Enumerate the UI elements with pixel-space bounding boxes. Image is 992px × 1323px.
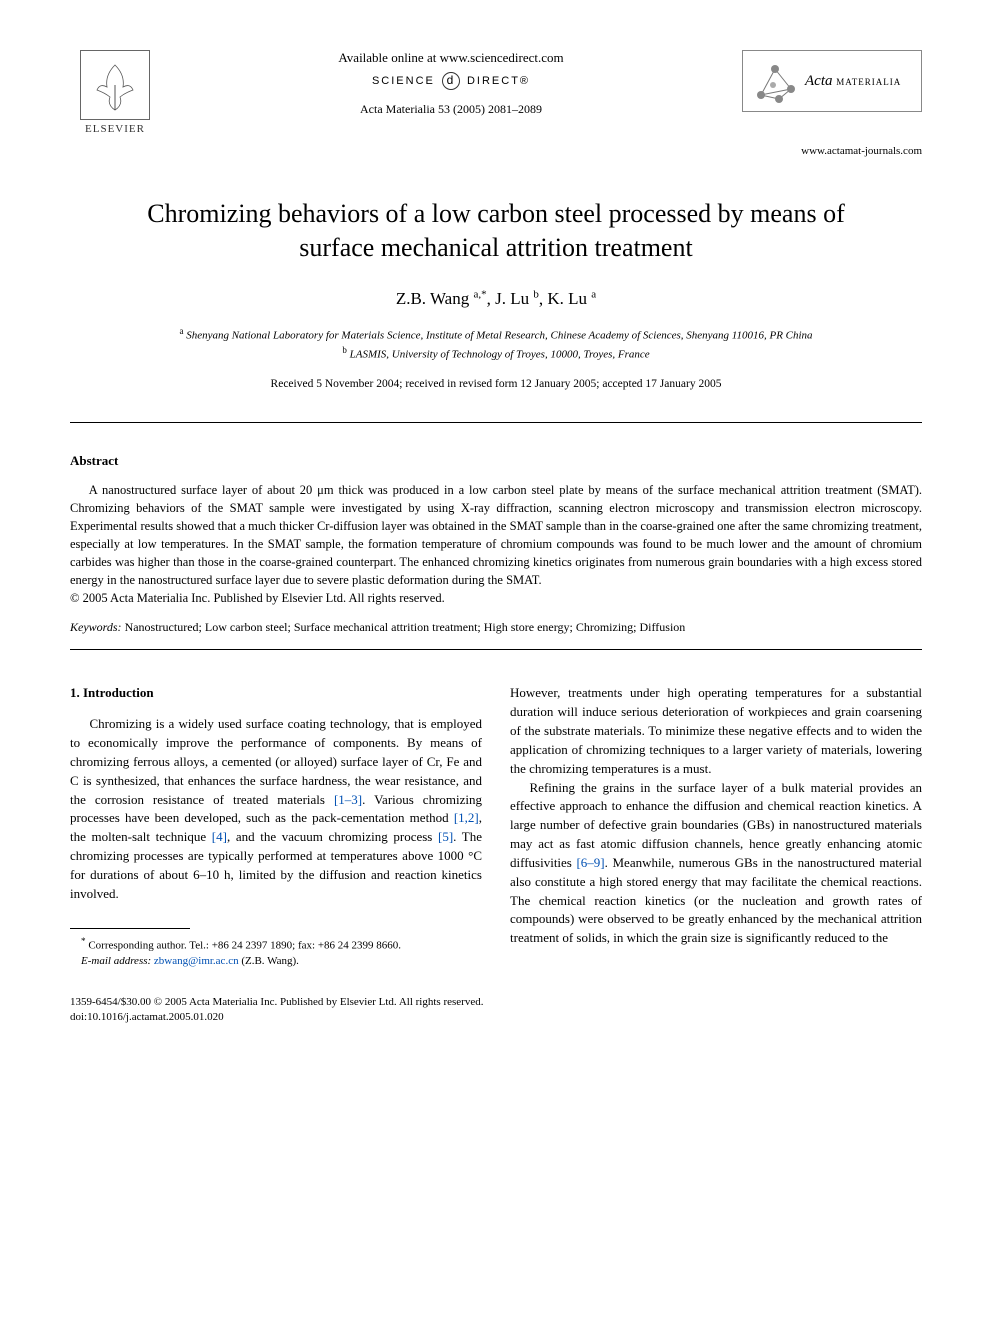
- publisher-name: ELSEVIER: [85, 123, 145, 135]
- ref-link-1-3[interactable]: [1–3]: [334, 792, 362, 807]
- author-3: K. Lu a: [547, 289, 596, 308]
- ref-link-4[interactable]: [4]: [212, 829, 227, 844]
- body-columns: 1. Introduction Chromizing is a widely u…: [70, 684, 922, 969]
- abstract-copyright: © 2005 Acta Materialia Inc. Published by…: [70, 591, 922, 606]
- author-1: Z.B. Wang a,*: [396, 289, 487, 308]
- article-dates: Received 5 November 2004; received in re…: [70, 378, 922, 390]
- left-column: 1. Introduction Chromizing is a widely u…: [70, 684, 482, 969]
- acta-italic: Acta: [805, 73, 833, 89]
- available-online-text: Available online at www.sciencedirect.co…: [180, 50, 722, 66]
- intro-paragraph-2: Refining the grains in the surface layer…: [510, 779, 922, 949]
- abstract-section: Abstract A nanostructured surface layer …: [70, 453, 922, 607]
- ref-link-6-9[interactable]: [6–9]: [576, 855, 604, 870]
- issn-copyright-line: 1359-6454/$30.00 © 2005 Acta Materialia …: [70, 995, 922, 1010]
- acta-caps: MATERIALIA: [836, 77, 901, 87]
- intro-paragraph-1: Chromizing is a widely used surface coat…: [70, 715, 482, 903]
- science-direct-right: DIRECT®: [467, 75, 530, 87]
- article-title: Chromizing behaviors of a low carbon ste…: [70, 197, 922, 265]
- footnote-separator: [70, 928, 190, 929]
- science-direct-at-icon: d: [442, 72, 460, 90]
- center-header: Available online at www.sciencedirect.co…: [160, 50, 742, 117]
- ref-link-5[interactable]: [5]: [438, 829, 453, 844]
- affiliations: a Shenyang National Laboratory for Mater…: [70, 325, 922, 363]
- affiliation-b: b LASMIS, University of Technology of Tr…: [70, 344, 922, 363]
- rule-bottom: [70, 649, 922, 650]
- email-link[interactable]: zbwang@imr.ac.cn: [154, 955, 239, 967]
- keywords-text: Nanostructured; Low carbon steel; Surfac…: [125, 620, 686, 634]
- science-direct-left: SCIENCE: [372, 75, 435, 87]
- acta-title: Acta MATERIALIA: [805, 73, 901, 90]
- right-column: However, treatments under high operating…: [510, 684, 922, 969]
- science-direct-logo: SCIENCE d DIRECT®: [180, 72, 722, 90]
- intro-paragraph-1-continued: However, treatments under high operating…: [510, 684, 922, 778]
- authors-line: Z.B. Wang a,*, J. Lu b, K. Lu a: [70, 289, 922, 310]
- footer-info: 1359-6454/$30.00 © 2005 Acta Materialia …: [70, 995, 922, 1026]
- rule-top: [70, 422, 922, 423]
- elsevier-tree-icon: [80, 50, 150, 120]
- corresponding-author-footnote: * Corresponding author. Tel.: +86 24 239…: [70, 935, 482, 954]
- header-row: ELSEVIER Available online at www.science…: [70, 50, 922, 135]
- ref-link-1-2[interactable]: [1,2]: [454, 810, 479, 825]
- email-footnote: E-mail address: zbwang@imr.ac.cn (Z.B. W…: [70, 954, 482, 969]
- author-2: J. Lu b: [495, 289, 539, 308]
- keywords-line: Keywords: Nanostructured; Low carbon ste…: [70, 620, 922, 635]
- abstract-text: A nanostructured surface layer of about …: [70, 481, 922, 590]
- acta-lattice-icon: [753, 59, 797, 103]
- doi-line: doi:10.1016/j.actamat.2005.01.020: [70, 1010, 922, 1025]
- keywords-label: Keywords:: [70, 620, 122, 634]
- section-1-heading: 1. Introduction: [70, 684, 482, 703]
- journal-url[interactable]: www.actamat-journals.com: [70, 145, 922, 157]
- abstract-heading: Abstract: [70, 453, 922, 469]
- affiliation-a: a Shenyang National Laboratory for Mater…: [70, 325, 922, 344]
- elsevier-logo: ELSEVIER: [70, 50, 160, 135]
- acta-materialia-logo: Acta MATERIALIA: [742, 50, 922, 112]
- journal-reference: Acta Materialia 53 (2005) 2081–2089: [180, 102, 722, 117]
